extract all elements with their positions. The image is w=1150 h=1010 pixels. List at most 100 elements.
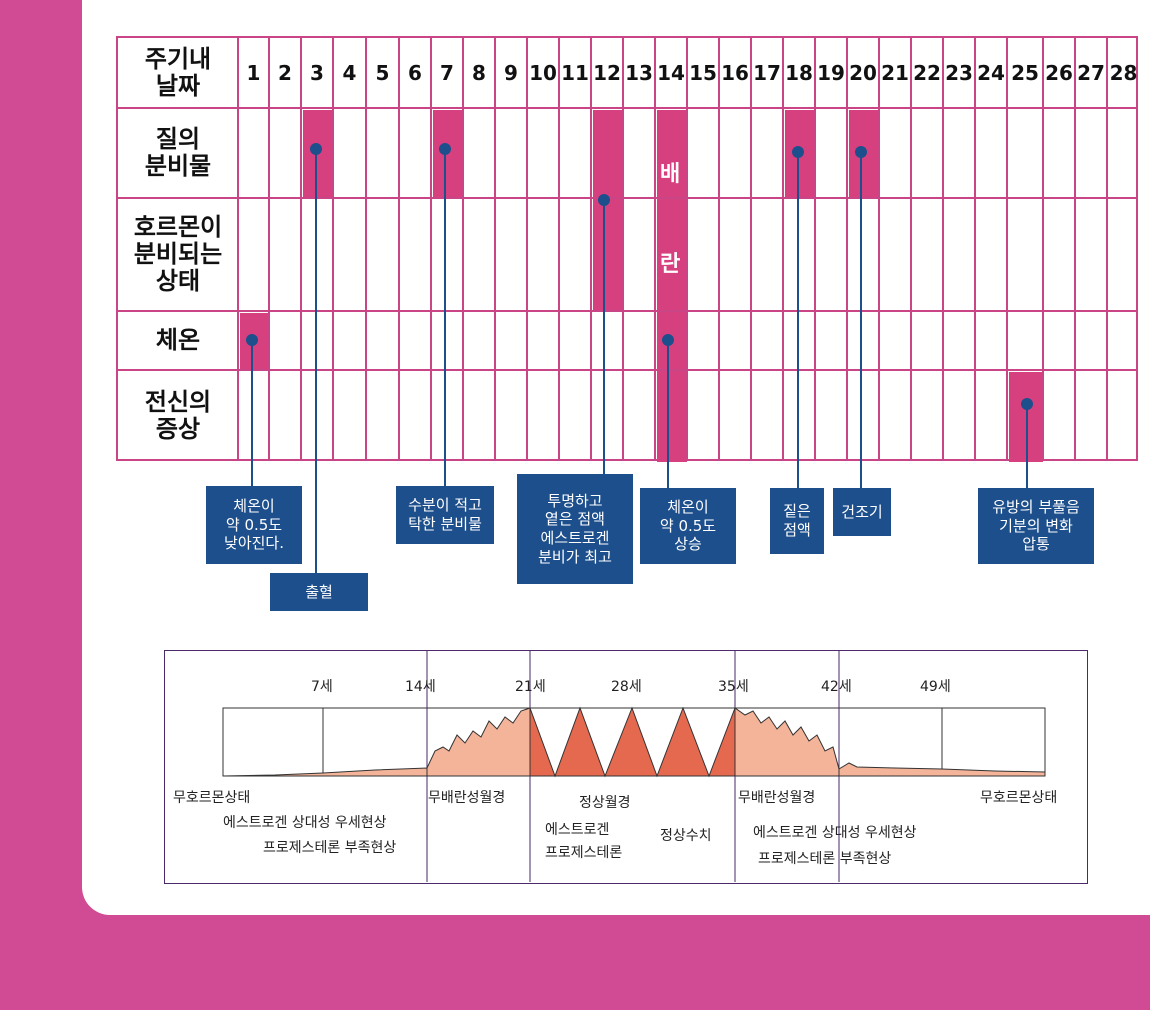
table-column-divider: [462, 38, 464, 459]
life-stage-hormone-chart: 7세 14세 21세 28세 35세 42세 49세 무호르몬상태 에스트로겐 …: [164, 650, 1088, 884]
table-column-divider: [365, 38, 367, 459]
table-column-divider: [430, 38, 432, 459]
day-number: 4: [342, 61, 357, 85]
header-cycle-day-label: 주기내 날짜: [144, 45, 212, 100]
table-column-divider: [750, 38, 752, 459]
marker-dot: [662, 334, 674, 346]
hormone-fill-menopause: [838, 762, 1046, 777]
marker-dot: [310, 143, 322, 155]
day-number: 9: [504, 61, 518, 85]
table-column-divider: [526, 38, 528, 459]
life-stage-hormone-graph: 7세 14세 21세 28세 35세 42세 49세 무호르몬상태 에스트로겐 …: [173, 651, 1057, 882]
table-column-divider: [268, 38, 270, 459]
stage-label: 프로제스테론 부족현상: [758, 851, 891, 867]
age-label: 21세: [515, 679, 546, 695]
table-column-divider: [974, 38, 976, 459]
stage-label: 프로제스테론 부족현상: [263, 840, 396, 856]
table-column-divider: [814, 38, 816, 459]
age-label: 42세: [821, 679, 852, 695]
day-number: 23: [945, 61, 973, 85]
stage-label: 정상월경: [579, 795, 631, 811]
table-column-divider: [237, 38, 239, 459]
leader-line: [797, 152, 799, 488]
age-label: 7세: [311, 679, 333, 695]
day-number: 11: [561, 61, 589, 85]
table-column-divider: [846, 38, 848, 459]
table-column-divider: [398, 38, 400, 459]
day-number: 7: [440, 61, 454, 85]
ovulation-label: 배: [660, 162, 681, 187]
day-number: 18: [785, 61, 813, 85]
leader-line: [860, 152, 862, 488]
day-number: 2: [278, 61, 292, 85]
marker-dot: [855, 146, 867, 158]
age-label: 49세: [920, 679, 951, 695]
day-number: 22: [913, 61, 941, 85]
table-row-divider: [118, 369, 1136, 371]
table-column-divider: [558, 38, 560, 459]
callout-dry: 건조기: [833, 488, 891, 536]
callout-thick-mucus: 짙은 점액: [770, 488, 824, 554]
menstrual-cycle-table: 주기내 날짜 1 2 3 4 5 6 7 8 9 10 11 12 13 14 15 16 17 18 19 20 21 2…: [116, 36, 1138, 462]
table-row-divider: [118, 197, 1136, 199]
marker-dot: [1021, 398, 1033, 410]
table-column-divider: [1074, 38, 1076, 459]
day-number: 24: [977, 61, 1005, 85]
marker-dot: [598, 194, 610, 206]
stage-label: 무호르몬상태: [173, 790, 250, 806]
leader-line: [667, 340, 669, 488]
callout-estrogen-peak: 투명하고 옅은 점액 에스트로겐 분비가 최고: [517, 474, 633, 584]
day-number: 12: [593, 61, 621, 85]
stage-label: 에스트로겐 상대성 우세현상: [753, 825, 917, 841]
table-column-divider: [332, 38, 334, 459]
table-column-divider: [942, 38, 944, 459]
callout-temp-rise: 체온이 약 0.5도 상승: [640, 488, 736, 564]
day-number: 15: [689, 61, 717, 85]
table-column-divider: [590, 38, 592, 459]
stage-label: 프로제스테론: [545, 845, 622, 861]
stage-label: 정상수치: [660, 828, 712, 844]
stage-label: 무배란성월경: [428, 790, 505, 806]
table-column-divider: [622, 38, 624, 459]
table-row-divider: [118, 107, 1136, 109]
table-column-divider: [782, 38, 784, 459]
callout-bleeding: 출혈: [270, 573, 368, 611]
day-number: 6: [408, 61, 422, 85]
marker-dot: [792, 146, 804, 158]
leader-line: [444, 149, 446, 486]
age-label: 28세: [611, 679, 642, 695]
day-number: 21: [881, 61, 909, 85]
stage-label: 에스트로겐 상대성 우세현상: [223, 815, 387, 831]
day-number: 20: [849, 61, 877, 85]
day-number: 14: [657, 61, 685, 85]
marker-dot: [246, 334, 258, 346]
day-number: 5: [375, 61, 390, 85]
table-column-divider: [1006, 38, 1008, 459]
day-number: 25: [1011, 61, 1039, 85]
callout-breast: 유방의 부풀음 기분의 변화 압통: [978, 488, 1094, 564]
leader-line: [1026, 404, 1028, 488]
ovulation-label: 란: [660, 252, 681, 277]
day-number: 26: [1045, 61, 1073, 85]
day-number: 10: [529, 61, 557, 85]
table-column-divider: [1106, 38, 1108, 459]
highlight-cell: [593, 110, 623, 311]
day-number: 27: [1077, 61, 1105, 85]
table-column-divider: [300, 38, 302, 459]
day-number: 28: [1109, 61, 1138, 85]
table-column-divider: [910, 38, 912, 459]
leader-line: [315, 149, 317, 573]
leader-line: [603, 200, 605, 474]
table-column-divider: [654, 38, 656, 459]
day-number: 1: [246, 61, 261, 85]
leader-line: [251, 340, 253, 486]
age-label: 35세: [718, 679, 749, 695]
marker-dot: [439, 143, 451, 155]
age-label: 14세: [405, 679, 436, 695]
table-column-divider: [686, 38, 688, 459]
row-header-hormone: 호르몬이 분비되는 상태: [133, 213, 223, 295]
hormone-fill-anovulatory-right: [734, 707, 840, 777]
day-number: 13: [625, 61, 653, 85]
stage-label: 에스트로겐: [545, 822, 609, 838]
day-number: 16: [721, 61, 749, 85]
